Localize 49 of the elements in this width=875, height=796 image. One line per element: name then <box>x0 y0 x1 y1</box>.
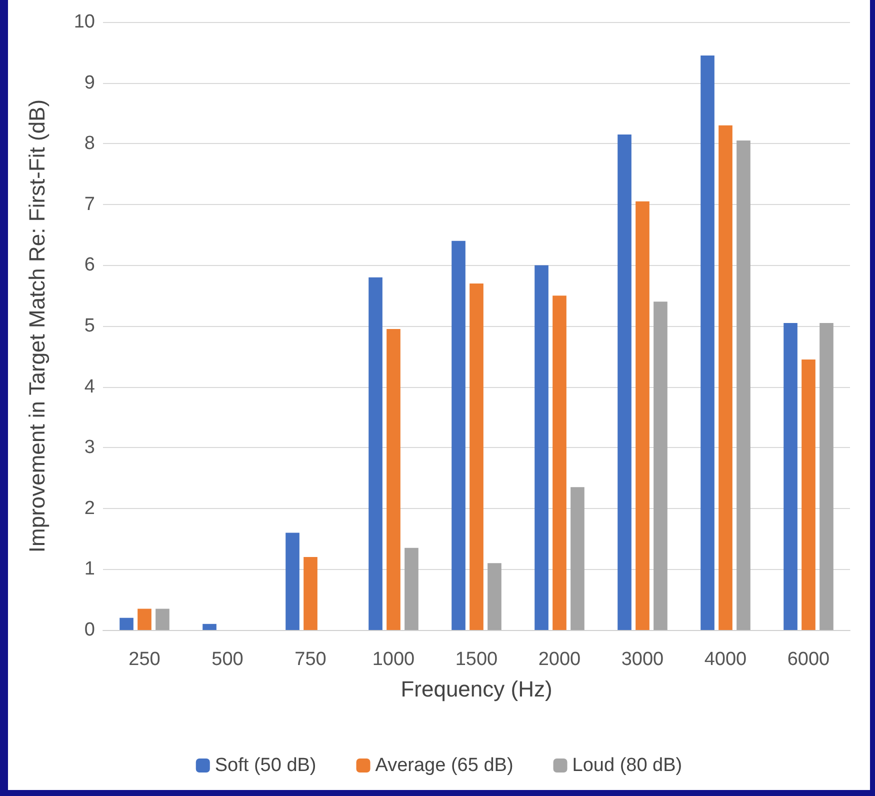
x-tick-label: 4000 <box>704 649 747 670</box>
x-tick-label: 500 <box>212 649 244 670</box>
y-tick-label: 9 <box>84 72 95 94</box>
y-tick-label: 7 <box>84 194 95 215</box>
bar <box>820 322 834 630</box>
bar <box>404 548 418 630</box>
bar <box>736 140 750 630</box>
legend-label: Soft (50 dB) <box>214 755 316 776</box>
y-tick-label: 4 <box>84 376 96 398</box>
bar <box>368 277 382 630</box>
legend-label: Average (65 dB) <box>375 755 514 776</box>
bar <box>700 55 714 630</box>
x-tick-label: 1500 <box>455 649 498 670</box>
bar <box>120 618 134 630</box>
bar <box>654 302 668 630</box>
y-tick-label: 5 <box>84 316 95 336</box>
bar <box>718 125 732 630</box>
bar <box>488 563 502 630</box>
y-tick-label: 8 <box>84 133 95 154</box>
bar <box>618 134 632 630</box>
bar <box>552 296 566 630</box>
x-tick-label: 1000 <box>372 649 415 670</box>
bar <box>802 359 816 630</box>
bar <box>386 329 400 630</box>
x-tick-label: 2000 <box>538 649 581 670</box>
bar <box>138 608 152 630</box>
x-tick-label: 750 <box>294 649 326 670</box>
y-axis-title: Improvement in Target Match Re: First-Fit (dB) <box>24 99 50 553</box>
bar <box>784 322 798 630</box>
y-tick-label: 10 <box>74 12 95 32</box>
y-tick-label: 6 <box>84 254 95 276</box>
x-tick-label: 250 <box>128 649 160 670</box>
bar <box>156 608 170 630</box>
bar <box>470 283 484 630</box>
y-tick-label: 1 <box>84 558 95 580</box>
bar <box>304 557 318 630</box>
x-axis-title: Frequency (Hz) <box>400 676 552 702</box>
bar <box>202 624 216 630</box>
bar <box>286 532 300 630</box>
bar <box>636 201 650 630</box>
bar <box>570 487 584 630</box>
bar <box>452 240 466 630</box>
bar <box>534 265 548 630</box>
y-tick-label: 0 <box>84 620 95 640</box>
legend-label: Loud (80 dB) <box>572 755 682 776</box>
y-tick-label: 2 <box>84 498 95 519</box>
x-tick-label: 6000 <box>787 649 830 670</box>
x-tick-label: 3000 <box>621 649 664 670</box>
y-tick-label: 3 <box>84 437 95 458</box>
